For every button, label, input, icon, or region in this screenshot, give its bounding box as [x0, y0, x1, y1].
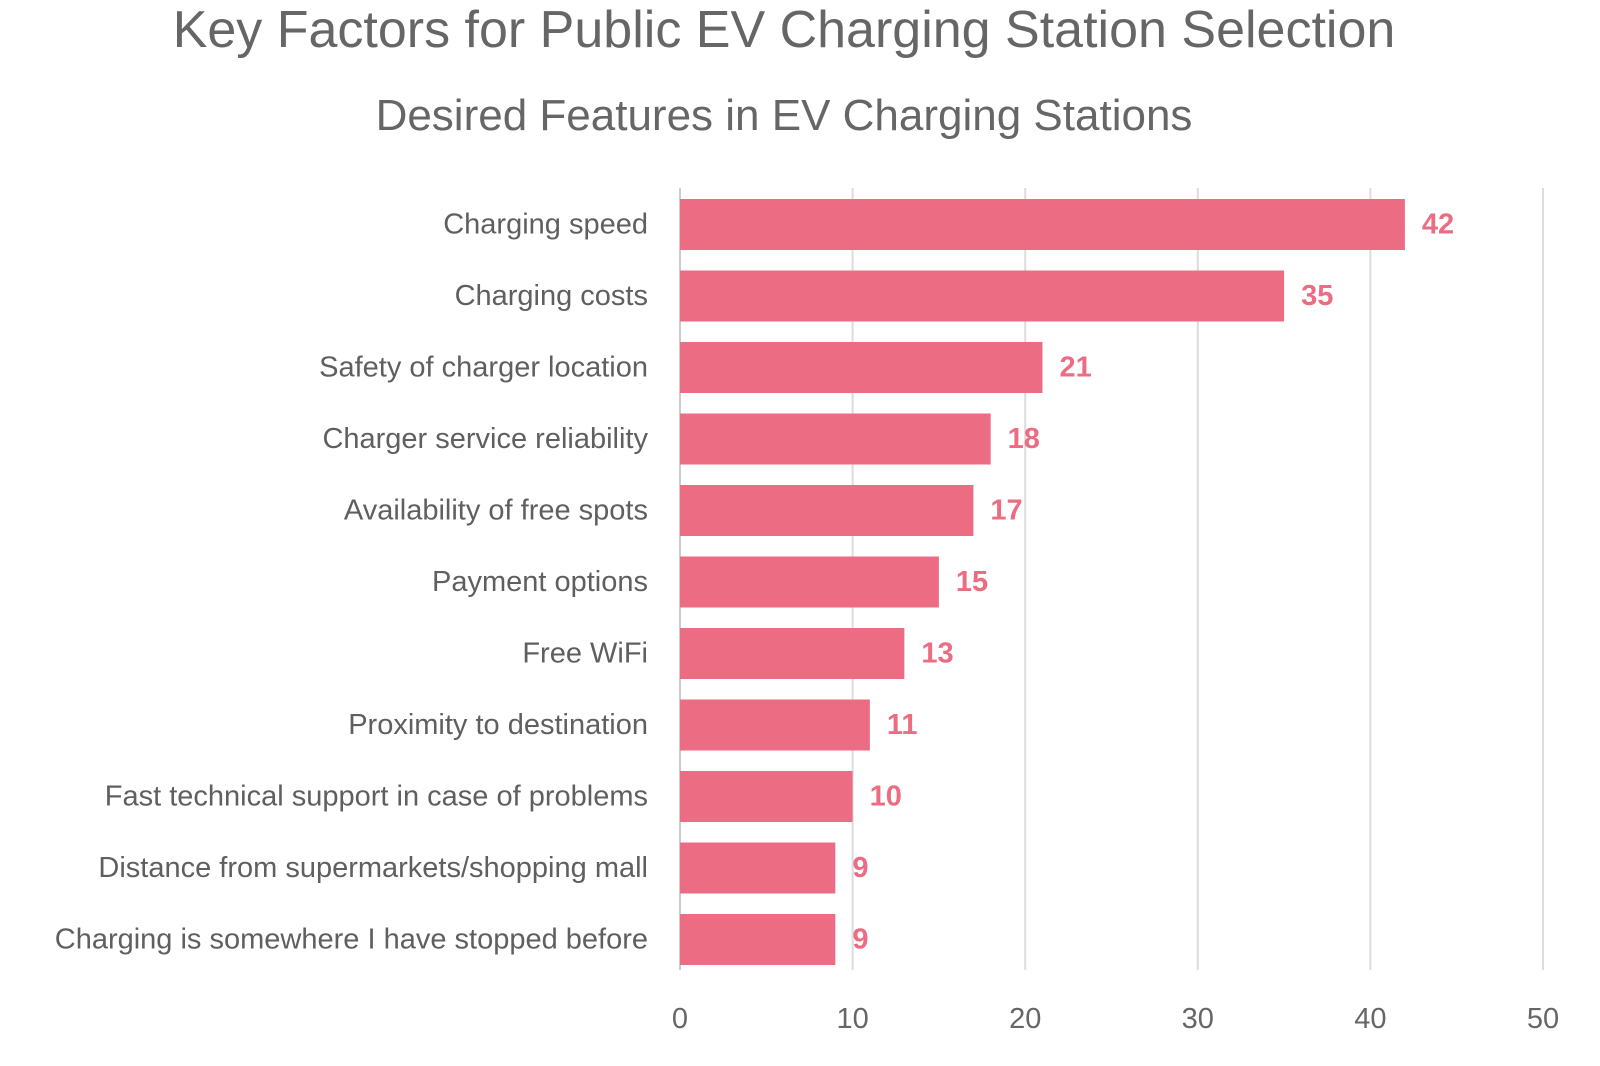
category-label: Charging speed	[443, 209, 648, 241]
data-label: 10	[870, 781, 902, 813]
category-labels: Charging speed Charging costs Safety of ch…	[55, 209, 649, 956]
bar	[680, 270, 1285, 322]
bar	[680, 485, 974, 536]
x-tick-label: 50	[1527, 1003, 1559, 1035]
x-tick-label: 10	[836, 1003, 868, 1035]
x-tick-label: 0	[672, 1003, 688, 1035]
bar	[680, 914, 836, 965]
x-tick-label: 40	[1354, 1003, 1386, 1035]
data-label: 9	[852, 852, 868, 884]
data-label: 18	[1008, 423, 1040, 455]
category-label: Distance from supermarkets/shopping mall	[98, 852, 648, 884]
data-label: 15	[956, 566, 988, 598]
bar	[680, 771, 853, 822]
category-label: Proximity to destination	[348, 709, 648, 741]
category-label: Safety of charger location	[319, 352, 648, 384]
chart-title: Key Factors for Public EV Charging Stati…	[172, 1, 1396, 59]
data-label: 17	[990, 495, 1022, 527]
data-label: 13	[921, 638, 953, 670]
data-label: 21	[1059, 352, 1091, 384]
x-axis-tick-labels: 0 10 20 30 40 50	[672, 1003, 1559, 1035]
category-label: Charging is somewhere I have stopped bef…	[55, 924, 648, 956]
category-label: Charging costs	[455, 280, 648, 312]
bar	[680, 199, 1405, 250]
bar	[680, 699, 870, 751]
category-label: Availability of free spots	[344, 495, 648, 527]
data-label: 42	[1422, 209, 1454, 241]
bar	[680, 628, 905, 679]
category-label: Payment options	[432, 566, 648, 598]
category-label: Free WiFi	[522, 638, 648, 670]
bar	[680, 342, 1043, 393]
data-labels: 42 35 21 18 17 15 13 11 10 9 9	[852, 209, 1454, 956]
x-tick-label: 30	[1182, 1003, 1214, 1035]
bar	[680, 842, 836, 894]
chart-subtitle: Desired Features in EV Charging Stations	[375, 91, 1193, 140]
bars	[680, 199, 1405, 965]
data-label: 35	[1301, 280, 1333, 312]
x-tick-label: 20	[1009, 1003, 1041, 1035]
data-label: 9	[852, 924, 868, 956]
category-label: Fast technical support in case of proble…	[105, 781, 648, 813]
category-label: Charger service reliability	[322, 423, 648, 455]
data-label: 11	[887, 709, 918, 741]
bar	[680, 556, 939, 608]
bar	[680, 413, 991, 465]
